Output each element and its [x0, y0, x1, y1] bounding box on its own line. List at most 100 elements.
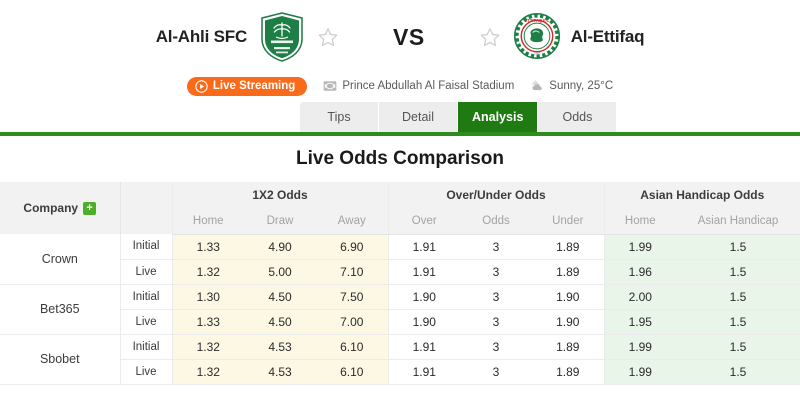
tab-analysis-label: Analysis — [472, 110, 524, 124]
tab-odds[interactable]: Odds — [538, 102, 618, 132]
odd-line[interactable]: 3 — [460, 259, 533, 285]
odd-1x2-away[interactable]: 6.90 — [316, 234, 389, 260]
phase-column-header — [120, 182, 172, 234]
tab-odds-label: Odds — [562, 110, 593, 124]
table-group-header-row: Company + 1X2 Odds Over/Under Odds Asian … — [0, 182, 800, 234]
home-team-block: Al-Ahli SFC — [156, 12, 339, 62]
odd-line[interactable]: 3 — [460, 309, 533, 335]
odd-asian-handicap[interactable]: 1.5 — [676, 359, 800, 385]
odd-line[interactable]: 3 — [460, 334, 533, 360]
odd-under[interactable]: 1.89 — [532, 234, 605, 260]
table-row[interactable]: Live 1.33 4.50 7.00 1.90 3 1.90 1.95 1.5 — [0, 309, 800, 335]
stadium-info: Prince Abdullah Al Faisal Stadium — [323, 80, 514, 92]
live-streaming-button[interactable]: Live Streaming — [186, 76, 308, 96]
al-ettifaq-circular-crest-icon: ETTIFAQ F.C 1945 — [513, 12, 560, 62]
odd-over[interactable]: 1.91 — [387, 234, 461, 260]
subheader-1x2-away: Away — [316, 208, 389, 235]
play-circle-icon — [195, 79, 208, 93]
phase-label: Initial — [120, 284, 173, 310]
table-row[interactable]: Crown Initial 1.33 4.90 6.90 1.91 3 1.89… — [0, 234, 800, 285]
table-subheader-row: Home Draw Away Over Odds Under Home Asia… — [0, 208, 800, 235]
odd-1x2-away[interactable]: 7.50 — [316, 284, 389, 310]
weather-text: Sunny, 25°C — [549, 80, 614, 92]
table-row[interactable]: Live 1.32 5.00 7.10 1.91 3 1.89 1.96 1.5 — [0, 259, 800, 285]
vs-label: VS — [393, 23, 425, 50]
odd-asian-handicap[interactable]: 1.5 — [676, 284, 800, 310]
odd-under[interactable]: 1.89 — [532, 359, 605, 385]
odd-1x2-home[interactable]: 1.32 — [171, 359, 244, 385]
odd-1x2-away[interactable]: 7.00 — [316, 309, 389, 335]
odd-under[interactable]: 1.90 — [532, 284, 605, 310]
odd-asian-handicap[interactable]: 1.5 — [676, 234, 800, 260]
odd-ah-home[interactable]: 1.96 — [603, 259, 677, 285]
stadium-name: Prince Abdullah Al Faisal Stadium — [342, 80, 515, 92]
odd-under[interactable]: 1.89 — [532, 259, 605, 285]
group-header-over-under: Over/Under Odds — [387, 182, 605, 208]
odd-ah-home[interactable]: 1.99 — [603, 359, 677, 385]
tab-detail-label: Detail — [402, 110, 434, 124]
odd-1x2-home[interactable]: 1.33 — [171, 234, 244, 260]
odd-over[interactable]: 1.90 — [387, 284, 461, 310]
tabs-list: Tips Detail Analysis Odds — [300, 102, 618, 132]
al-ahli-shield-crest-icon — [259, 12, 305, 62]
odd-line[interactable]: 3 — [460, 284, 533, 310]
table-row[interactable]: Sbobet Initial 1.32 4.53 6.10 1.91 3 1.8… — [0, 334, 800, 385]
company-name-bet365: Bet365 — [0, 284, 121, 335]
table-row[interactable]: Live 1.32 4.53 6.10 1.91 3 1.89 1.99 1.5 — [0, 359, 800, 385]
odd-1x2-away[interactable]: 7.10 — [316, 259, 389, 285]
company-header-label: Company — [23, 200, 79, 215]
odd-1x2-away[interactable]: 6.10 — [316, 359, 389, 385]
match-header: Al-Ahli SFC VS — [0, 0, 800, 70]
subheader-odds: Odds — [460, 208, 533, 235]
table-row[interactable]: Bet365 Initial 1.30 4.50 7.50 1.90 3 1.9… — [0, 284, 800, 335]
odd-1x2-draw[interactable]: 4.50 — [244, 284, 316, 310]
odd-over[interactable]: 1.91 — [387, 334, 461, 360]
away-team-block: ETTIFAQ F.C 1945 Al-Ettifaq — [479, 12, 645, 62]
odd-under[interactable]: 1.90 — [532, 309, 605, 335]
phase-label: Initial — [120, 334, 173, 360]
odd-under[interactable]: 1.89 — [532, 334, 605, 360]
subheader-1x2-draw: Draw — [244, 208, 316, 235]
odd-1x2-home[interactable]: 1.30 — [171, 284, 244, 310]
odd-ah-home[interactable]: 2.00 — [603, 284, 677, 310]
odd-line[interactable]: 3 — [460, 234, 533, 260]
odd-1x2-home[interactable]: 1.32 — [171, 259, 244, 285]
tab-detail[interactable]: Detail — [379, 102, 458, 132]
tab-analysis[interactable]: Analysis — [458, 102, 539, 132]
odd-1x2-away[interactable]: 6.10 — [316, 334, 389, 360]
odd-1x2-draw[interactable]: 4.50 — [244, 309, 316, 335]
odd-1x2-draw[interactable]: 4.53 — [244, 334, 316, 360]
odd-1x2-home[interactable]: 1.32 — [171, 334, 244, 360]
tab-tips[interactable]: Tips — [300, 102, 379, 132]
odd-ah-home[interactable]: 1.99 — [603, 334, 677, 360]
odd-1x2-home[interactable]: 1.33 — [171, 309, 244, 335]
odd-asian-handicap[interactable]: 1.5 — [676, 309, 800, 335]
odd-over[interactable]: 1.90 — [387, 309, 461, 335]
svg-text:1945: 1945 — [533, 51, 540, 55]
away-team-name: Al-Ettifaq — [570, 27, 645, 46]
stadium-icon — [323, 80, 337, 92]
live-streaming-label: Live Streaming — [212, 80, 296, 92]
odd-line[interactable]: 3 — [460, 359, 533, 385]
odd-over[interactable]: 1.91 — [387, 259, 461, 285]
phase-label: Live — [120, 359, 173, 385]
match-info-row: Live Streaming Prince Abdullah Al Faisal… — [0, 70, 800, 102]
odd-asian-handicap[interactable]: 1.5 — [676, 334, 800, 360]
table-body: Crown Initial 1.33 4.90 6.90 1.91 3 1.89… — [0, 234, 800, 385]
subheader-over: Over — [387, 208, 461, 235]
odd-ah-home[interactable]: 1.99 — [603, 234, 677, 260]
company-name-sbobet: Sbobet — [0, 334, 121, 385]
odd-over[interactable]: 1.91 — [387, 359, 461, 385]
odd-ah-home[interactable]: 1.95 — [603, 309, 677, 335]
odd-1x2-draw[interactable]: 4.53 — [244, 359, 316, 385]
plus-badge-icon[interactable]: + — [83, 202, 97, 216]
away-favorite-star-icon[interactable] — [479, 26, 501, 48]
odd-1x2-draw[interactable]: 4.90 — [244, 234, 316, 260]
odd-asian-handicap[interactable]: 1.5 — [676, 259, 800, 285]
odd-1x2-draw[interactable]: 5.00 — [244, 259, 316, 285]
subheader-1x2-home: Home — [171, 208, 244, 235]
home-favorite-star-icon[interactable] — [317, 26, 339, 48]
company-column-header: Company + — [0, 182, 121, 234]
subheader-under: Under — [532, 208, 605, 235]
